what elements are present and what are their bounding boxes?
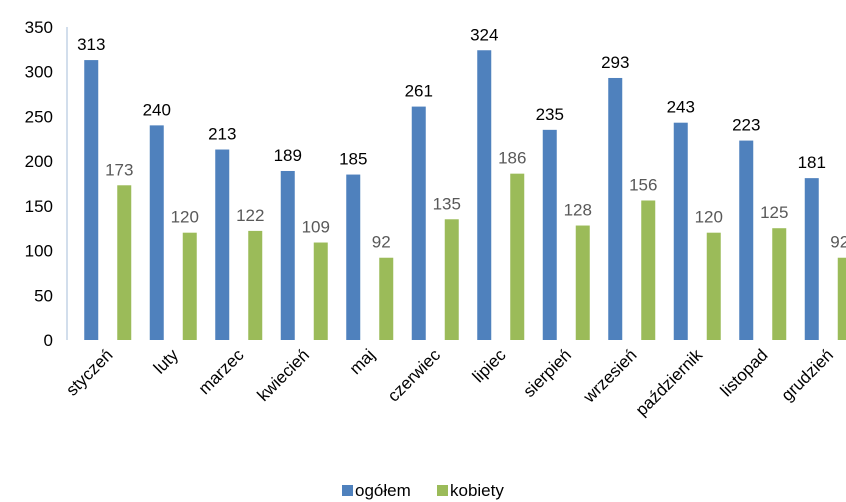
bar xyxy=(837,257,846,340)
y-tick-label: 150 xyxy=(25,197,53,216)
value-label: 324 xyxy=(470,25,498,44)
bar xyxy=(313,242,328,340)
x-tick-label: czerwiec xyxy=(384,345,445,406)
value-label: 189 xyxy=(274,146,302,165)
value-label: 213 xyxy=(208,125,236,144)
value-label: 120 xyxy=(171,208,199,227)
value-label: 109 xyxy=(302,218,330,237)
x-tick-label: październik xyxy=(632,345,707,420)
x-tick-label: lipiec xyxy=(469,345,510,386)
bar xyxy=(477,50,492,340)
y-tick-label: 200 xyxy=(25,152,53,171)
value-label: 128 xyxy=(564,201,592,220)
bar xyxy=(510,173,525,340)
bar xyxy=(739,140,754,340)
x-tick-label: marzec xyxy=(195,345,248,398)
x-tick-label: styczeń xyxy=(62,345,116,399)
value-label: 185 xyxy=(339,150,367,169)
bar xyxy=(149,125,164,340)
y-tick-label: 350 xyxy=(25,18,53,37)
x-tick-label: maj xyxy=(346,345,379,378)
bar xyxy=(444,219,459,340)
bar xyxy=(248,230,263,340)
value-label: 181 xyxy=(798,153,826,172)
y-tick-label: 0 xyxy=(44,331,53,350)
bar xyxy=(182,232,197,340)
bar xyxy=(608,77,623,340)
value-label: 186 xyxy=(498,149,526,168)
value-label: 261 xyxy=(405,82,433,101)
x-tick-label: luty xyxy=(150,345,182,377)
bar xyxy=(280,170,295,340)
x-tick-label: kwiecień xyxy=(254,345,314,405)
bar xyxy=(411,106,426,340)
value-label: 293 xyxy=(601,53,629,72)
value-label: 135 xyxy=(433,194,461,213)
bar xyxy=(673,122,688,340)
value-label: 240 xyxy=(143,100,171,119)
value-label: 125 xyxy=(760,203,788,222)
legend-label: kobiety xyxy=(450,481,504,500)
bar xyxy=(117,185,132,340)
y-tick-label: 100 xyxy=(25,242,53,261)
value-label: 92 xyxy=(830,233,846,252)
legend-label: ogółem xyxy=(355,481,411,500)
y-tick-label: 250 xyxy=(25,107,53,126)
y-tick-label: 50 xyxy=(34,286,53,305)
value-label: 120 xyxy=(695,208,723,227)
x-tick-label: grudzień xyxy=(778,345,838,405)
value-label: 243 xyxy=(667,98,695,117)
y-tick-label: 300 xyxy=(25,63,53,82)
value-label: 223 xyxy=(732,116,760,135)
bar xyxy=(706,232,721,340)
value-label: 235 xyxy=(536,105,564,124)
value-label: 313 xyxy=(77,35,105,54)
bar xyxy=(379,257,394,340)
x-tick-label: wrzesień xyxy=(579,345,641,407)
legend-swatch xyxy=(342,485,353,496)
legend-swatch xyxy=(437,485,448,496)
value-label: 92 xyxy=(372,233,391,252)
value-label: 173 xyxy=(105,160,133,179)
value-label: 122 xyxy=(236,206,264,225)
bar xyxy=(641,200,656,340)
x-tick-label: listopad xyxy=(717,345,772,400)
bar xyxy=(215,149,230,340)
bar xyxy=(84,60,99,341)
bar xyxy=(346,174,361,340)
bar xyxy=(542,129,557,340)
bar xyxy=(804,178,819,340)
bar xyxy=(772,228,787,340)
bar xyxy=(575,225,590,340)
value-label: 156 xyxy=(629,175,657,194)
x-tick-label: sierpień xyxy=(520,345,576,401)
